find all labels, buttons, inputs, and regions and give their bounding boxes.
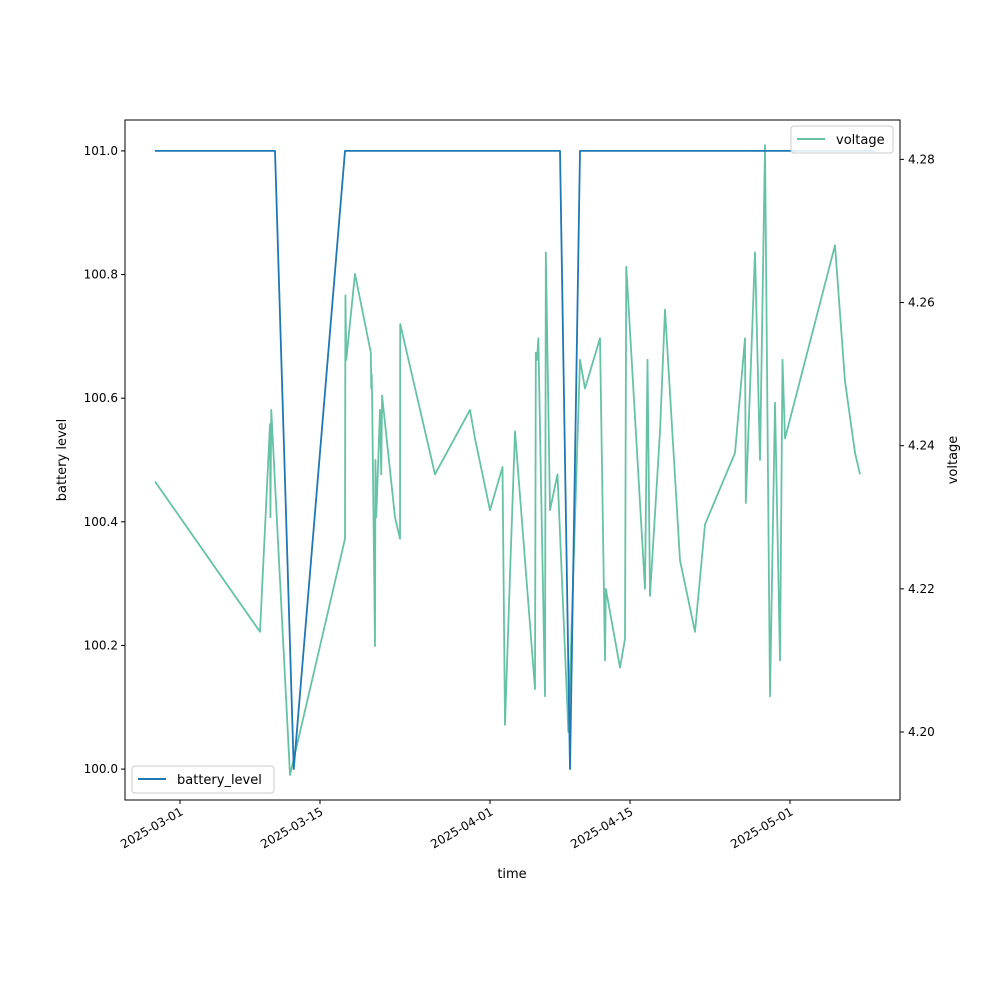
x-axis-label: time (497, 867, 526, 882)
axes-frame (124, 119, 901, 801)
left-y-tick-label: 100.4 (84, 515, 118, 529)
legend-voltage-label: voltage (836, 133, 885, 148)
right-y-tick-label: 4.20 (908, 725, 935, 739)
legend-voltage-box (790, 125, 894, 154)
legend-battery-level-box (131, 765, 275, 794)
legend-battery-level-label: battery_level (177, 773, 262, 788)
right-y-tick-label: 4.26 (908, 296, 935, 310)
right-y-tick-label: 4.22 (908, 582, 935, 596)
legend-battery-level: battery_level (131, 765, 275, 794)
right-y-tick-label: 4.24 (908, 439, 935, 453)
series-layer (154, 144, 875, 776)
right-y-axis-label: voltage (946, 436, 961, 485)
left-y-tick-label: 101.0 (84, 144, 118, 158)
left-y-tick-label: 100.0 (84, 762, 118, 776)
series-line-voltage (154, 144, 861, 776)
left-y-axis-label: battery level (55, 419, 70, 502)
legend-voltage: voltage (790, 125, 894, 154)
series-line-battery-level (155, 150, 875, 770)
left-y-axis-ticks: 100.0 100.2 100.4 100.6 100.8 101.0 (84, 144, 125, 776)
left-y-tick-label: 100.8 (84, 268, 118, 282)
left-y-tick-label: 100.6 (84, 391, 118, 405)
right-y-axis-ticks: 4.20 4.22 4.24 4.26 4.28 (900, 152, 935, 739)
right-y-tick-label: 4.28 (908, 152, 935, 166)
left-y-tick-label: 100.2 (84, 638, 118, 652)
